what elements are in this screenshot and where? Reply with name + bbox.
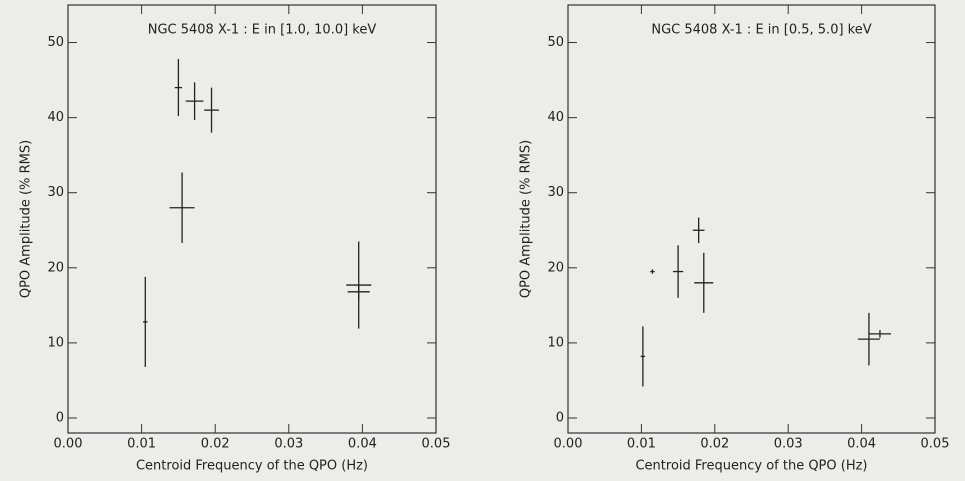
x-tick-label: 0.03 [274, 437, 303, 452]
y-tick-label: 10 [47, 335, 64, 350]
x-axis-label: Centroid Frequency of the QPO (Hz) [136, 459, 368, 474]
y-tick-label: 0 [56, 410, 64, 425]
x-tick-label: 0.01 [627, 437, 656, 452]
y-tick-label: 30 [47, 185, 64, 200]
panel-title: NGC 5408 X-1 : E in [1.0, 10.0] keV [148, 23, 377, 38]
y-axis-label: QPO Amplitude (% RMS) [19, 140, 34, 298]
x-tick-label: 0.01 [127, 437, 156, 452]
y-tick-label: 20 [547, 260, 564, 275]
y-tick-label: 40 [547, 110, 564, 125]
y-tick-label: 40 [47, 110, 64, 125]
panel-title: NGC 5408 X-1 : E in [0.5, 5.0] keV [651, 23, 871, 38]
plot-frame [567, 4, 936, 434]
y-tick-label: 0 [556, 410, 564, 425]
y-tick-label: 10 [547, 335, 564, 350]
x-tick-label: 0.04 [348, 437, 377, 452]
x-tick-label: 0.03 [774, 437, 803, 452]
x-tick-label: 0.02 [201, 437, 230, 452]
y-tick-label: 30 [547, 185, 564, 200]
y-tick-label: 20 [47, 260, 64, 275]
x-tick-label: 0.02 [700, 437, 729, 452]
x-tick-label: 0.00 [54, 437, 83, 452]
x-axis-label: Centroid Frequency of the QPO (Hz) [635, 459, 867, 474]
x-tick-label: 0.04 [847, 437, 876, 452]
plot-frame [67, 4, 437, 434]
x-tick-label: 0.05 [422, 437, 451, 452]
x-tick-label: 0.05 [921, 437, 950, 452]
x-tick-label: 0.00 [554, 437, 583, 452]
y-axis-label: QPO Amplitude (% RMS) [519, 140, 534, 298]
y-tick-label: 50 [547, 35, 564, 50]
y-tick-label: 50 [47, 35, 64, 50]
